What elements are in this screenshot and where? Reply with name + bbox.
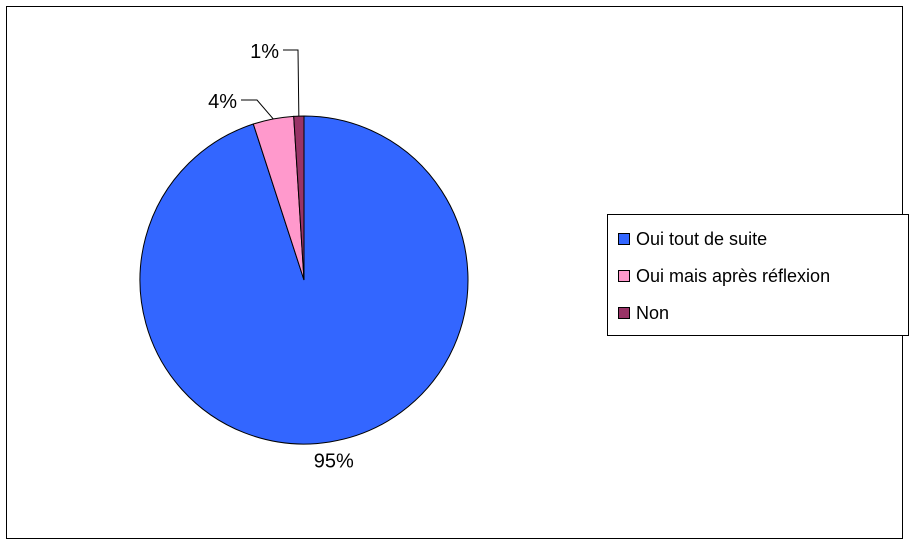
- legend-label-oui-tout-de-suite: Oui tout de suite: [636, 228, 768, 249]
- legend-item-oui-mais-apres-reflexion: Oui mais après réflexion: [618, 264, 830, 288]
- data-label-oui-tout-de-suite: 95%: [314, 451, 354, 473]
- legend-swatch-oui-tout-de-suite: [618, 233, 630, 245]
- legend-item-non: Non: [618, 301, 669, 325]
- leader-line-oui-mais-apres-reflexion: [241, 99, 274, 120]
- legend-label-non: Non: [636, 302, 670, 323]
- legend-item-oui-tout-de-suite: Oui tout de suite: [618, 227, 767, 251]
- pie-slice-non: [293, 115, 305, 281]
- legend-swatch-oui-mais-apres-reflexion: [618, 270, 630, 282]
- pie-chart: 95% 4% 1%: [139, 41, 469, 473]
- data-label-non: 1%: [250, 41, 279, 63]
- legend-label-oui-mais-apres-reflexion: Oui mais après réflexion: [636, 265, 831, 286]
- data-label-oui-mais-apres-reflexion: 4%: [208, 91, 237, 113]
- legend: Oui tout de suite Oui mais après réflexi…: [607, 214, 909, 336]
- legend-swatch-non: [618, 307, 630, 319]
- leader-line-non: [283, 49, 300, 117]
